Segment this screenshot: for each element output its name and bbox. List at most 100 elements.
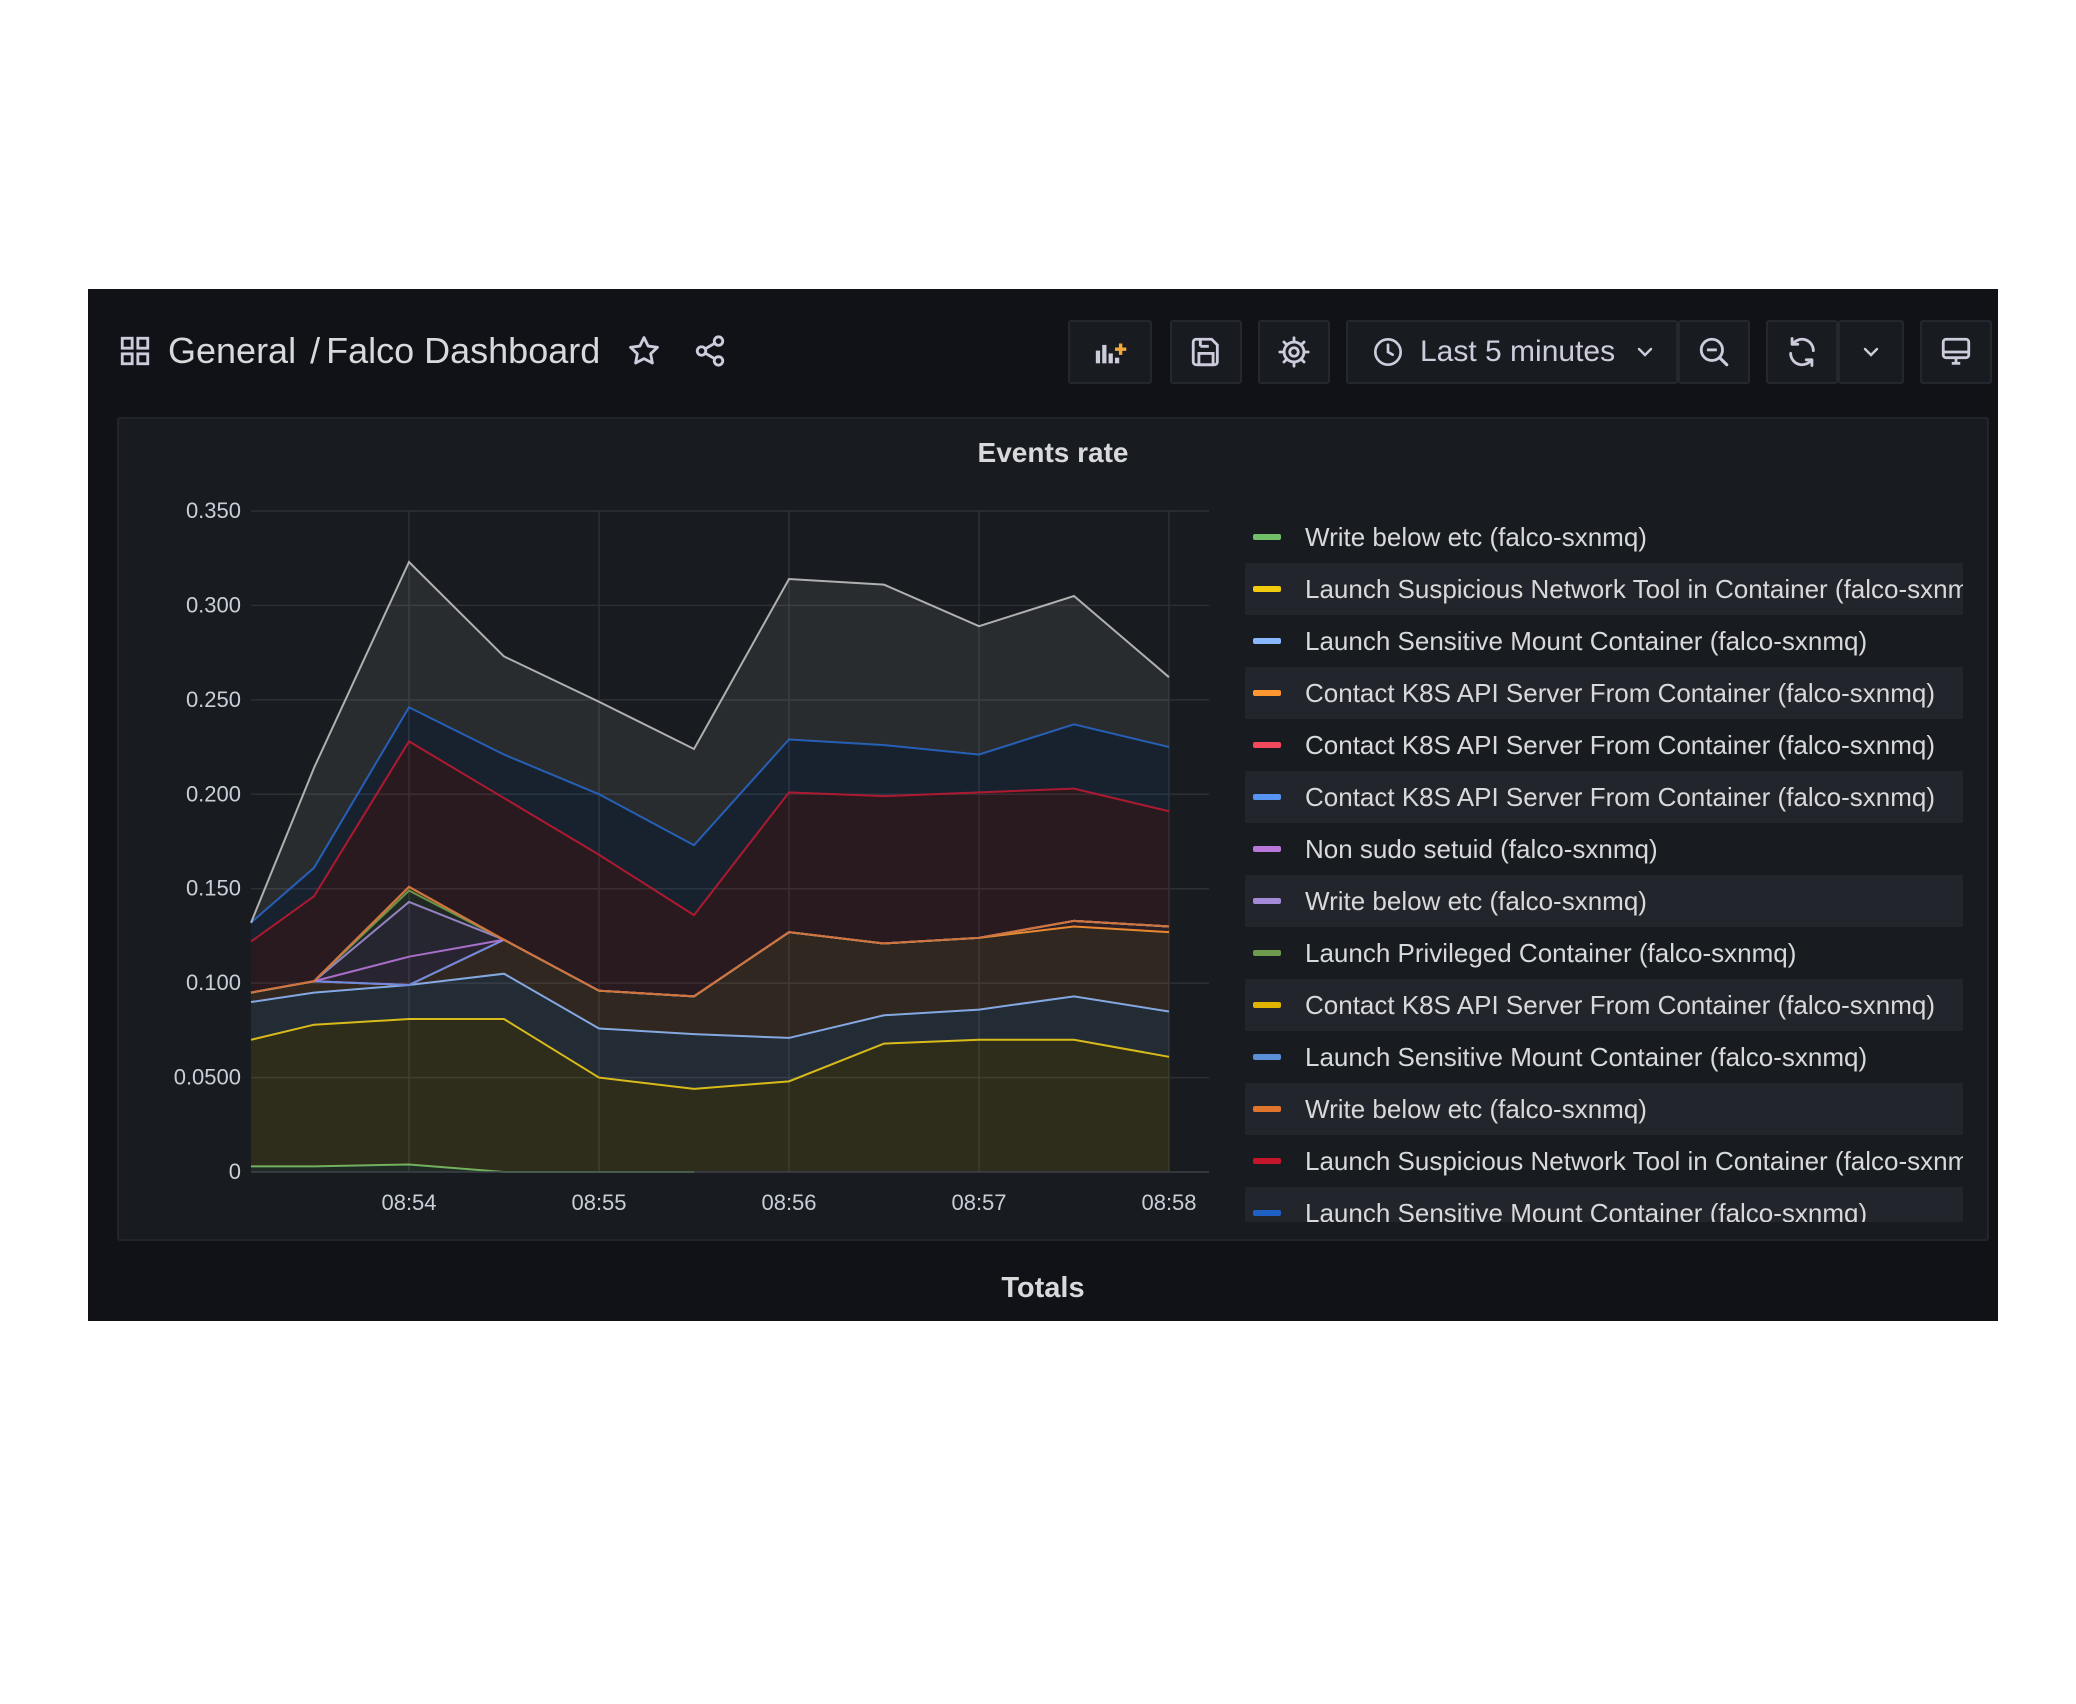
time-range-picker[interactable]: Last 5 minutes <box>1346 320 1678 384</box>
events-rate-panel: Events rate 0 0.0500 0.100 0.150 0.200 0.250 0… <box>117 417 1989 1241</box>
y-tick-label: 0.150 <box>186 876 241 901</box>
series-area <box>251 741 1169 997</box>
legend-item[interactable]: Launch Sensitive Mount Container (falco-… <box>1245 1187 1963 1222</box>
legend-item[interactable]: Write below etc (falco-sxnmq) <box>1245 1083 1963 1135</box>
chevron-down-icon <box>1863 347 1879 357</box>
y-tick-label: 0.100 <box>186 970 241 995</box>
tv-mode-button[interactable] <box>1920 320 1992 384</box>
share-button[interactable] <box>688 329 732 373</box>
legend-label: Contact K8S API Server From Container (f… <box>1305 729 1936 760</box>
legend-swatch <box>1253 794 1281 800</box>
legend-swatch <box>1253 1210 1281 1216</box>
breadcrumb-separator: / <box>310 330 321 371</box>
legend-label: Launch Sensitive Mount Container (falco-… <box>1305 1197 1868 1223</box>
series-area <box>251 926 1169 1038</box>
refresh-button[interactable] <box>1766 320 1838 384</box>
series-line[interactable] <box>250 706 1170 924</box>
legend-item[interactable]: Contact K8S API Server From Container (f… <box>1245 719 1963 771</box>
legend-item[interactable]: Contact K8S API Server From Container (f… <box>1245 979 1963 1031</box>
legend-label: Launch Sensitive Mount Container (falco-… <box>1305 625 1868 656</box>
chevron-down-icon <box>1637 347 1653 357</box>
zoom-out-icon <box>1699 337 1729 367</box>
grid-icon[interactable] <box>118 334 152 368</box>
series-line[interactable] <box>250 560 1170 924</box>
legend-swatch <box>1253 586 1281 592</box>
legend-label: Non sudo setuid (falco-sxnmq) <box>1305 833 1658 864</box>
y-tick-label: 0.200 <box>186 781 241 806</box>
series-area <box>251 920 1169 997</box>
legend-item[interactable]: Non sudo setuid (falco-sxnmq) <box>1245 823 1963 875</box>
y-tick-label: 0 <box>229 1159 241 1184</box>
x-tick-label: 08:58 <box>1141 1190 1196 1215</box>
refresh-interval-dropdown[interactable] <box>1838 320 1904 384</box>
legend-label: Contact K8S API Server From Container (f… <box>1305 781 1936 812</box>
y-tick-label: 0.250 <box>186 687 241 712</box>
monitor-icon <box>1941 337 1971 365</box>
legend-swatch <box>1253 1054 1281 1060</box>
save-dashboard-button[interactable] <box>1170 320 1242 384</box>
add-panel-button[interactable] <box>1068 320 1152 384</box>
legend-label: Launch Sensitive Mount Container (falco-… <box>1305 1041 1868 1072</box>
series-line[interactable] <box>250 1018 1170 1090</box>
y-tick-label: 0.0500 <box>174 1065 241 1090</box>
series-area <box>251 973 1169 1089</box>
legend-item[interactable]: Launch Sensitive Mount Container (falco-… <box>1245 615 1963 667</box>
settings-button[interactable] <box>1258 320 1330 384</box>
top-navbar: General / Falco Dashboard <box>88 289 1998 417</box>
legend-swatch <box>1253 1106 1281 1112</box>
legend-label: Launch Suspicious Network Tool in Contai… <box>1305 1145 1963 1176</box>
legend-label: Write below etc (falco-sxnmq) <box>1305 1093 1647 1124</box>
legend-item[interactable]: Launch Sensitive Mount Container (falco-… <box>1245 1031 1963 1083</box>
x-tick-label: 08:55 <box>571 1190 626 1215</box>
series-area <box>251 707 1169 942</box>
add-panel-icon <box>1095 343 1127 364</box>
legend-label: Write below etc (falco-sxnmq) <box>1305 885 1647 916</box>
legend-label: Contact K8S API Server From Container (f… <box>1305 989 1936 1020</box>
gear-icon <box>1278 336 1310 368</box>
events-rate-chart[interactable]: 0 0.0500 0.100 0.150 0.200 0.250 0.300 0.350 08:… <box>119 419 1229 1239</box>
legend-label: Write below etc (falco-sxnmq) <box>1305 521 1647 552</box>
breadcrumb: General / Falco Dashboard <box>118 325 732 377</box>
chart-legend: Write below etc (falco-sxnmq) Launch Susp… <box>1245 511 1963 1222</box>
legend-swatch <box>1253 742 1281 748</box>
save-icon <box>1191 337 1219 367</box>
series-area <box>251 1019 1169 1172</box>
star-icon <box>629 336 660 365</box>
legend-swatch <box>1253 534 1281 540</box>
breadcrumb-folder[interactable]: General <box>168 330 297 371</box>
legend-swatch <box>1253 690 1281 696</box>
series-area <box>251 561 1169 923</box>
legend-label: Launch Privileged Container (falco-sxnmq… <box>1305 937 1797 968</box>
legend-item[interactable]: Launch Suspicious Network Tool in Contai… <box>1245 563 1963 615</box>
series-group <box>250 560 1170 1173</box>
legend-swatch <box>1253 898 1281 904</box>
legend-label: Launch Suspicious Network Tool in Contai… <box>1305 573 1963 604</box>
refresh-icon <box>1789 337 1815 367</box>
legend-swatch <box>1253 846 1281 852</box>
legend-item[interactable]: Contact K8S API Server From Container (f… <box>1245 771 1963 823</box>
time-range-label: Last 5 minutes <box>1420 335 1616 368</box>
clock-icon <box>1374 338 1402 366</box>
legend-item[interactable]: Write below etc (falco-sxnmq) <box>1245 511 1963 563</box>
share-icon <box>696 335 725 367</box>
series-line[interactable] <box>250 740 1170 943</box>
legend-item[interactable]: Contact K8S API Server From Container (f… <box>1245 667 1963 719</box>
legend-swatch <box>1253 638 1281 644</box>
legend-swatch <box>1253 1002 1281 1008</box>
series-line[interactable] <box>250 885 1170 998</box>
legend-item[interactable]: Write below etc (falco-sxnmq) <box>1245 875 1963 927</box>
y-tick-label: 0.300 <box>186 592 241 617</box>
y-tick-label: 0.350 <box>186 498 241 523</box>
totals-row-title[interactable]: Totals <box>1001 1272 1085 1304</box>
legend-label: Contact K8S API Server From Container (f… <box>1305 677 1936 708</box>
series-line[interactable] <box>250 972 1170 1039</box>
zoom-out-button[interactable] <box>1678 320 1750 384</box>
dashboard-title[interactable]: Falco Dashboard <box>326 330 601 371</box>
star-button[interactable] <box>622 329 666 373</box>
legend-item[interactable]: Launch Suspicious Network Tool in Contai… <box>1245 1135 1963 1187</box>
panel-title[interactable]: Events rate <box>977 437 1129 468</box>
legend-swatch <box>1253 1158 1281 1164</box>
legend-item[interactable]: Launch Privileged Container (falco-sxnmq… <box>1245 927 1963 979</box>
series-area <box>251 901 1169 997</box>
legend-swatch <box>1253 950 1281 956</box>
